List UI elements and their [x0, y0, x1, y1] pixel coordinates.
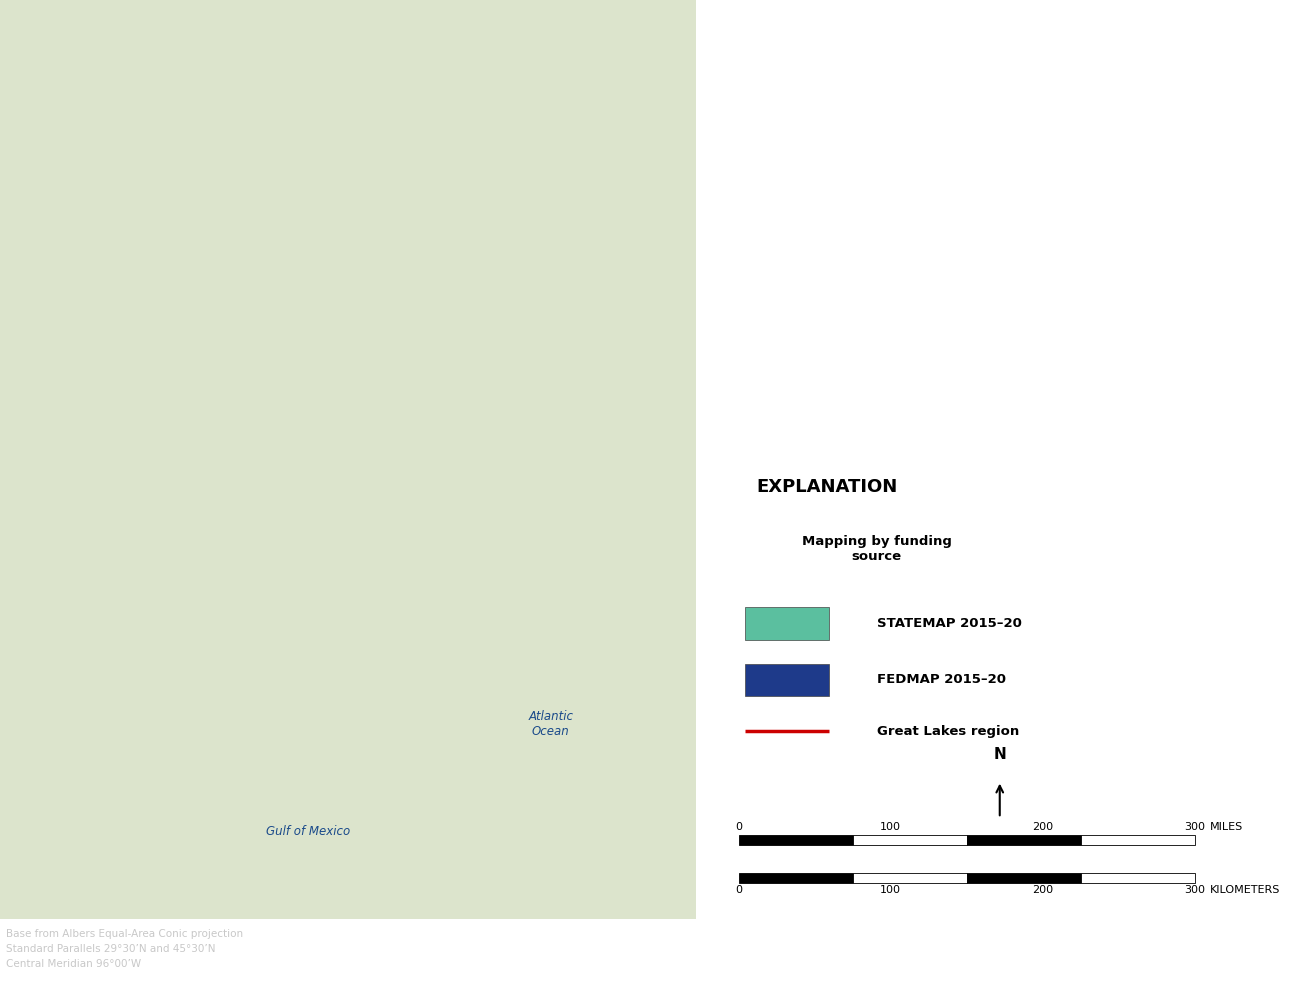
- Text: Base from Albers Equal-Area Conic projection
Standard Parallels 29°30’N and 45°3: Base from Albers Equal-Area Conic projec…: [6, 929, 244, 968]
- Text: Atlantic
Ocean: Atlantic Ocean: [528, 710, 573, 739]
- Bar: [852, 835, 966, 845]
- Bar: [1080, 835, 1195, 845]
- Text: 300: 300: [1184, 822, 1205, 832]
- Text: N: N: [994, 747, 1006, 762]
- Text: 0: 0: [735, 822, 742, 832]
- FancyBboxPatch shape: [744, 664, 829, 696]
- Bar: [852, 873, 966, 882]
- Text: Gulf of Mexico: Gulf of Mexico: [266, 825, 350, 838]
- Text: Great Lakes region: Great Lakes region: [877, 725, 1019, 738]
- Bar: [738, 835, 852, 845]
- Text: 200: 200: [1032, 822, 1053, 832]
- Text: KILOMETERS: KILOMETERS: [1210, 884, 1280, 894]
- Text: 100: 100: [881, 884, 901, 894]
- Text: FEDMAP 2015–20: FEDMAP 2015–20: [877, 673, 1005, 686]
- Bar: [966, 835, 1080, 845]
- Text: 100: 100: [881, 822, 901, 832]
- FancyBboxPatch shape: [744, 607, 829, 640]
- Text: STATEMAP 2015–20: STATEMAP 2015–20: [877, 617, 1022, 630]
- Text: 0: 0: [735, 884, 742, 894]
- Text: 200: 200: [1032, 884, 1053, 894]
- Text: Mapping by funding
source: Mapping by funding source: [802, 534, 952, 563]
- Bar: [966, 873, 1080, 882]
- Text: 300: 300: [1184, 884, 1205, 894]
- Bar: [738, 873, 852, 882]
- Text: MILES: MILES: [1210, 822, 1244, 832]
- Bar: [1080, 873, 1195, 882]
- Text: EXPLANATION: EXPLANATION: [756, 478, 898, 496]
